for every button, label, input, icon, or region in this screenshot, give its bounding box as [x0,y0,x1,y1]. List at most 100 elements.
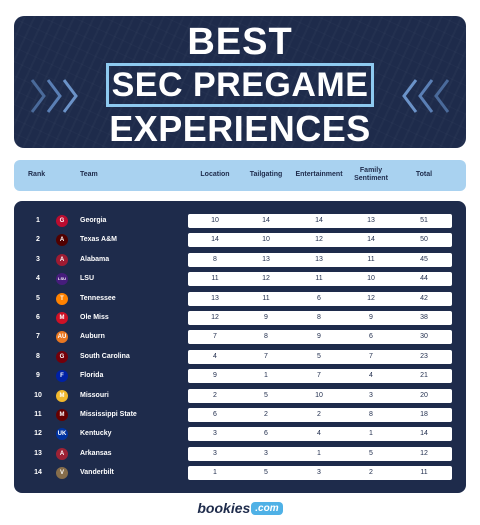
family-sentiment-score: 2 [369,469,373,477]
chevron-right-icon [30,79,78,113]
team-name: Arkansas [80,449,112,457]
score-bar: 3 6 4 1 14 [188,427,452,442]
table-row: 12 UK Kentucky 3 6 4 1 14 [14,427,466,442]
tailgating-score: 9 [264,314,268,321]
team-logo-icon: M [56,389,68,402]
entertainment-score: 1 [317,449,321,457]
family-sentiment-score: 9 [369,314,373,321]
rank-cell: 13 [34,449,42,457]
table-row: 1 G Georgia 10 14 14 13 51 [14,214,466,228]
col-total: Total [415,171,433,178]
title-line-3: EXPERIENCES [109,108,371,149]
rank-cell: 11 [34,411,42,418]
score-bar: 10 14 14 13 51 [188,214,452,228]
location-score: 1 [213,469,217,477]
entertainment-score: 2 [317,411,321,418]
entertainment-score: 11 [315,275,323,283]
tailgating-score: 6 [264,430,268,438]
col-rank: Rank [28,171,46,178]
tailgating-score: 13 [262,255,270,263]
tailgating-score: 8 [264,333,268,341]
title-banner: BEST SEC PREGAME EXPERIENCES [14,16,466,148]
team-logo-icon: A [56,447,68,460]
team-logo-icon: G [56,350,68,363]
team-logo-icon: A [56,253,68,266]
team-name: Texas A&M [80,236,117,244]
score-bar: 11 12 11 10 44 [188,272,452,287]
col-team: Team [80,171,98,178]
table-row: 11 M Mississippi State 6 2 2 8 18 [14,408,466,422]
rank-cell: 4 [36,275,40,283]
score-bar: 8 13 13 11 45 [188,252,452,267]
table-row: 5 T Tennessee 13 11 6 12 42 [14,291,466,306]
entertainment-score: 3 [317,469,321,477]
team-logo-icon: A [56,234,68,247]
rank-cell: 8 [36,352,40,360]
location-score: 14 [211,236,219,244]
team-name: South Carolina [80,352,130,360]
brand-logo: bookies .com [0,499,480,517]
score-bar: 4 7 5 7 23 [188,349,452,364]
total-score: 38 [420,314,428,321]
total-score: 14 [420,430,428,438]
family-sentiment-score: 6 [369,333,373,341]
table-row: 6 M Ole Miss 12 9 8 9 38 [14,311,466,325]
family-sentiment-score: 10 [367,275,375,283]
team-name: Alabama [80,255,110,263]
score-bar: 12 9 8 9 38 [188,311,452,325]
table-row: 7 AU Auburn 7 8 9 6 30 [14,330,466,345]
location-score: 9 [213,372,217,380]
table-row: 9 F Florida 9 1 7 4 21 [14,369,466,384]
score-bar: 9 1 7 4 21 [188,369,452,384]
entertainment-score: 8 [317,314,321,321]
location-score: 11 [211,275,219,283]
tailgating-score: 7 [264,352,268,360]
team-name: Kentucky [80,430,112,438]
table-row: 13 A Arkansas 3 3 1 5 12 [14,446,466,461]
team-logo-icon: T [56,292,68,305]
title-line-1: BEST [187,21,293,63]
rank-cell: 3 [36,255,40,263]
score-bar: 3 3 1 5 12 [188,446,452,461]
family-sentiment-score: 8 [369,411,373,418]
score-bar: 13 11 6 12 42 [188,291,452,306]
entertainment-score: 7 [317,372,321,380]
entertainment-score: 10 [315,391,323,399]
family-sentiment-score: 3 [369,391,373,399]
location-score: 7 [213,333,217,341]
entertainment-score: 5 [317,352,321,360]
table-row: 14 V Vanderbilt 1 5 3 2 11 [14,466,466,481]
team-logo-icon: AU [56,331,68,344]
team-name: Missouri [80,391,109,399]
rank-cell: 9 [36,372,40,380]
team-name: Florida [80,372,104,380]
total-score: 23 [420,352,428,360]
title-line-2: SEC PREGAME [111,66,369,104]
location-score: 6 [213,411,217,418]
chevron-left-icon [402,79,450,113]
total-score: 44 [420,275,428,283]
rank-cell: 10 [34,391,42,399]
team-logo-icon: V [56,467,68,480]
rankings-table: 1 G Georgia 10 14 14 13 51 2 A Texas A&M 14 10 12 14 50… [14,201,466,493]
family-sentiment-score: 11 [367,255,375,263]
rank-cell: 12 [34,430,42,438]
rank-cell: 1 [36,217,40,224]
rank-cell: 7 [36,333,40,341]
score-bar: 14 10 12 14 50 [188,233,452,248]
team-logo-icon: UK [56,428,68,441]
table-row: 3 A Alabama 8 13 13 11 45 [14,252,466,267]
team-name: Auburn [80,333,105,341]
team-logo-icon: M [56,409,68,421]
family-sentiment-score: 4 [369,372,373,380]
total-score: 50 [420,236,428,244]
total-score: 11 [420,469,428,477]
location-score: 3 [213,449,217,457]
team-logo-icon: M [56,312,68,324]
tailgating-score: 5 [264,391,268,399]
entertainment-score: 4 [317,430,321,438]
location-score: 13 [211,294,219,302]
table-header: Rank Team Location Tailgating Entertainm… [14,160,466,191]
col-location: Location [200,171,230,178]
score-bar: 7 8 9 6 30 [188,330,452,345]
